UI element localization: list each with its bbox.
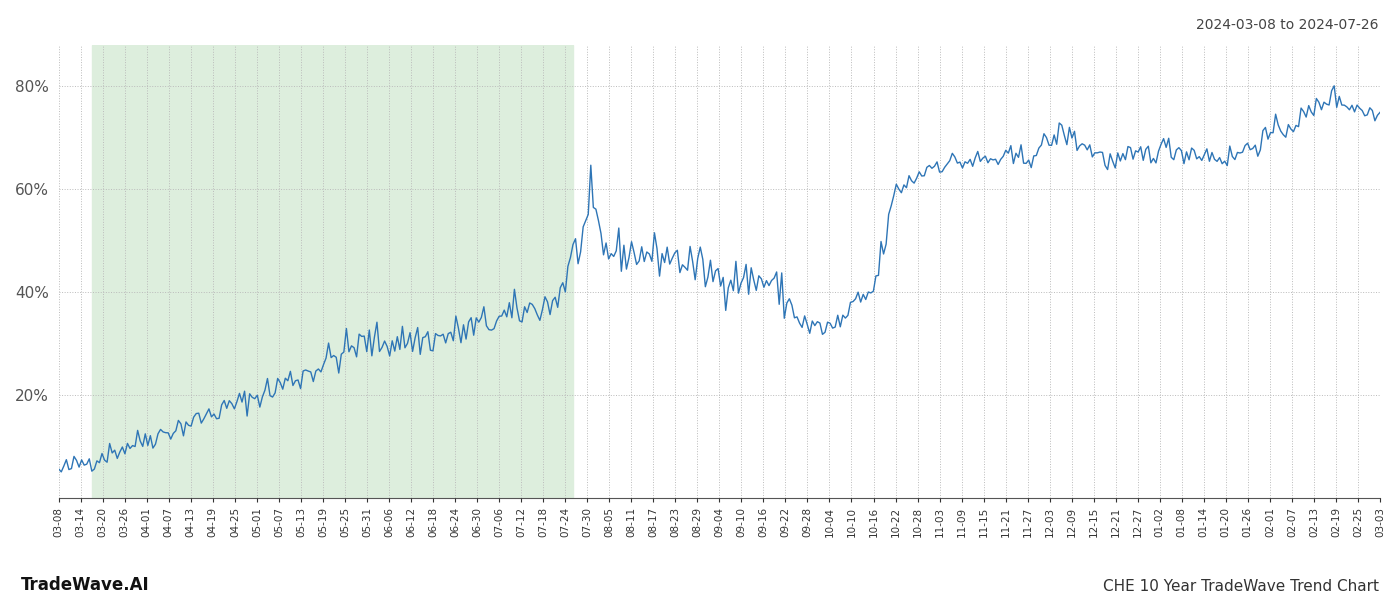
Text: TradeWave.AI: TradeWave.AI [21, 576, 150, 594]
Bar [92, 45, 573, 498]
Text: CHE 10 Year TradeWave Trend Chart: CHE 10 Year TradeWave Trend Chart [1103, 579, 1379, 594]
Text: 2024-03-08 to 2024-07-26: 2024-03-08 to 2024-07-26 [1197, 18, 1379, 32]
